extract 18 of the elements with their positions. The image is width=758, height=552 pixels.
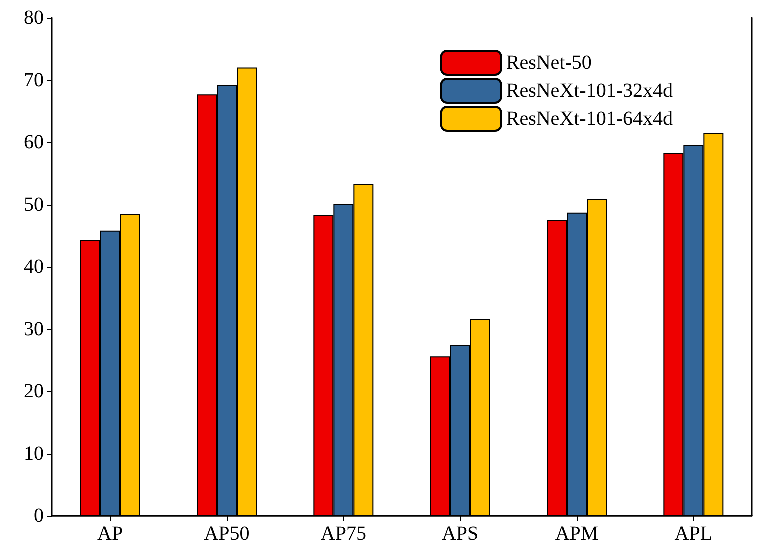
y-tick-label: 10 (24, 442, 44, 465)
y-tick-label: 40 (24, 256, 44, 278)
x-tick-label: AP75 (320, 523, 366, 545)
x-tick-label: AP (98, 523, 124, 545)
y-tick-label: 20 (24, 380, 44, 402)
x-tick-label: AP50 (204, 523, 250, 545)
y-tick-label: 50 (24, 194, 44, 216)
y-tick-label: 80 (24, 7, 44, 29)
y-tick-label: 0 (34, 505, 44, 527)
x-tick-label: APS (442, 523, 479, 545)
legend-label: ResNeXt-101-64x4d (506, 108, 673, 130)
y-tick-label: 70 (24, 69, 44, 92)
legend-label: ResNeXt-101-32x4d (506, 80, 673, 102)
y-tick-label: 30 (24, 318, 44, 340)
x-tick-label: APM (555, 523, 599, 545)
y-tick-label: 60 (24, 132, 44, 154)
legend-label: ResNet-50 (506, 52, 592, 74)
x-tick-label: APL (674, 523, 713, 545)
